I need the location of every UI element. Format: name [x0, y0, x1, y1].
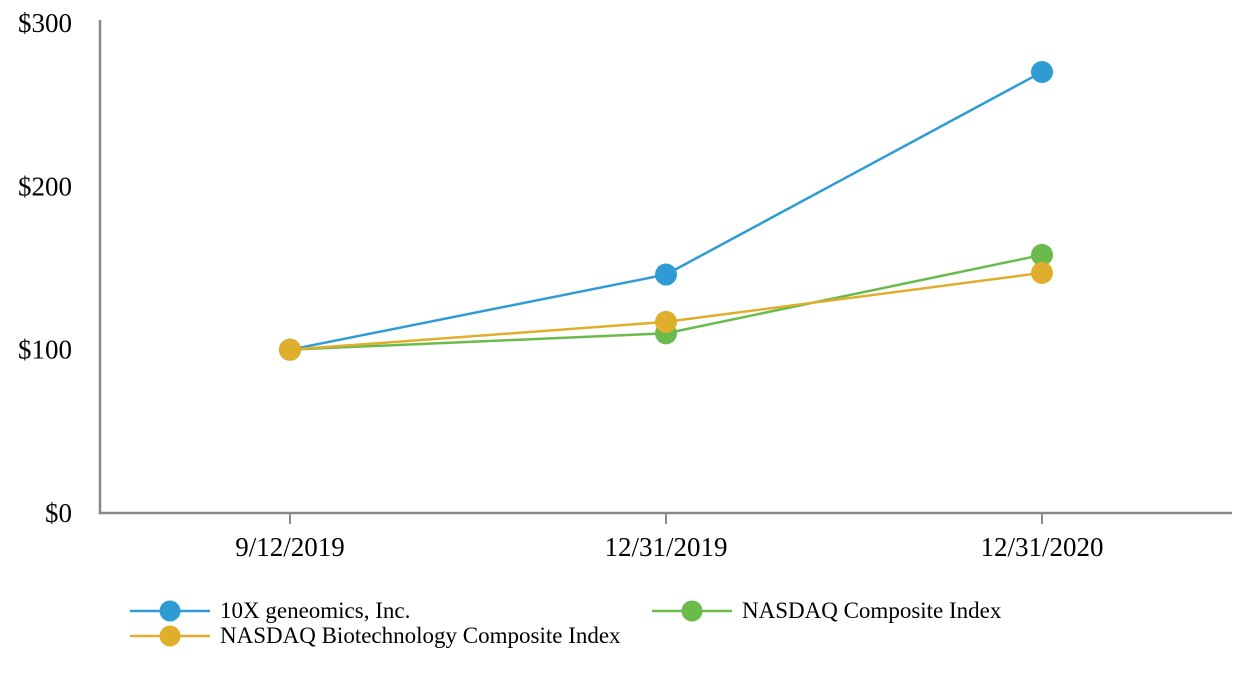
data-point-marker — [655, 263, 677, 286]
legend-label: NASDAQ Composite Index — [742, 598, 1002, 623]
line-dot-marker-icon — [130, 625, 210, 647]
data-point-marker — [1031, 243, 1053, 266]
data-point-marker — [1031, 261, 1053, 284]
data-point-marker — [279, 338, 301, 361]
y-tick-label: $100 — [18, 335, 72, 365]
y-tick-label: $0 — [45, 498, 72, 528]
legend-item-nasdaq-biotechnology: NASDAQ Biotechnology Composite Index — [130, 621, 621, 651]
y-tick-label: $200 — [18, 171, 72, 201]
line-dot-marker-icon — [652, 600, 732, 622]
x-tick-label: 12/31/2020 — [980, 532, 1103, 562]
legend-label: 10X geneomics, Inc. — [220, 598, 411, 623]
legend-label: NASDAQ Biotechnology Composite Index — [220, 623, 621, 648]
legend-item-nasdaq-composite: NASDAQ Composite Index — [652, 596, 1001, 626]
data-point-marker — [655, 310, 677, 333]
data-point-marker — [1031, 61, 1053, 83]
x-tick-label: 12/31/2019 — [604, 532, 727, 562]
line-dot-marker-icon — [130, 600, 210, 622]
legend-item-10x-genomics: 10X geneomics, Inc. — [130, 596, 410, 626]
y-tick-label: $300 — [18, 8, 72, 38]
series-2-group — [279, 261, 1053, 361]
x-tick-label: 9/12/2019 — [235, 532, 345, 562]
performance-chart: $0 $100 $200 $300 9/12/2019 12/31/2019 12/31/2… — [18, 8, 1232, 562]
series-line — [289, 70, 1043, 351]
